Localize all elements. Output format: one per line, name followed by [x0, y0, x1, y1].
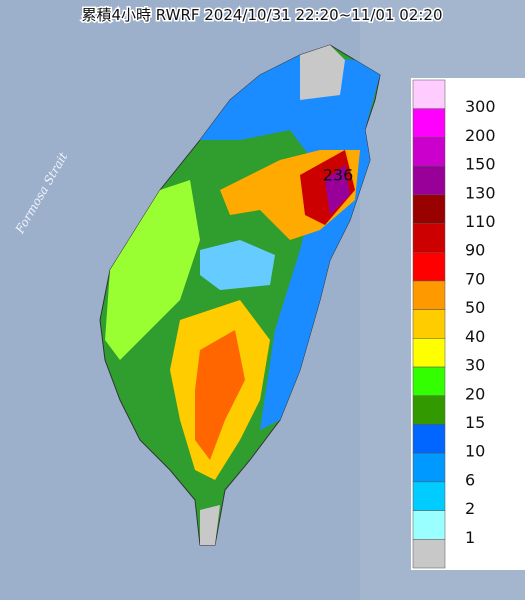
legend-swatch — [412, 309, 446, 339]
legend-label: 10 — [465, 442, 485, 461]
legend-label: 2 — [465, 499, 475, 518]
legend-label: 200 — [465, 126, 496, 145]
legend-label: 130 — [465, 183, 496, 202]
legend-label: 50 — [465, 298, 485, 317]
rain-moderate — [105, 180, 200, 360]
legend-swatch — [412, 481, 446, 511]
legend-label: 90 — [465, 241, 485, 260]
legend-label: 40 — [465, 327, 485, 346]
island — [99, 44, 381, 546]
legend-swatch — [412, 366, 446, 397]
legend: 300 200 150 130 110 90 70 50 40 30 20 15 10 6 2 1 — [411, 78, 525, 570]
legend-swatch — [412, 223, 446, 253]
legend-swatch — [412, 194, 446, 224]
legend-swatch — [412, 424, 446, 454]
rain-heavy — [195, 330, 245, 460]
legend-label: 1 — [465, 528, 475, 547]
map-title: 累積4小時 RWRF 2024/10/31 22:20~11/01 02:20 — [81, 6, 442, 24]
peak-label: 236 — [323, 166, 354, 185]
legend-label: 150 — [465, 155, 496, 174]
legend-swatch — [412, 510, 446, 540]
legend-label: 6 — [465, 470, 475, 489]
legend-swatch — [412, 338, 446, 368]
legend-label: 20 — [465, 384, 485, 403]
no-rain-north — [300, 45, 345, 100]
legend-swatch — [412, 137, 446, 167]
legend-label: 110 — [465, 212, 496, 231]
legend-swatch — [412, 395, 446, 425]
legend-label: 30 — [465, 356, 485, 375]
legend-swatch — [412, 539, 446, 569]
legend-label: 300 — [465, 97, 496, 116]
legend-swatch — [412, 165, 446, 196]
legend-label: 15 — [465, 413, 485, 432]
legend-swatch — [412, 79, 446, 109]
rain-light — [200, 55, 380, 430]
legend-label: 70 — [465, 269, 485, 288]
legend-swatch — [412, 108, 446, 138]
rain-purple — [325, 165, 350, 215]
no-rain-south — [200, 505, 220, 545]
legend-swatch — [412, 452, 446, 483]
rain-blue-center — [200, 240, 275, 290]
legend-swatch — [412, 251, 446, 282]
legend-swatch — [412, 280, 446, 310]
